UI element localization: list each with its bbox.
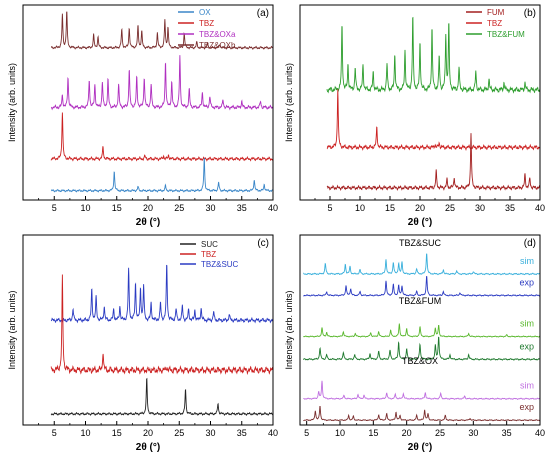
legend-label: TBZ xyxy=(199,19,214,28)
series-line-fum xyxy=(326,133,541,192)
legend-label: FUM xyxy=(487,8,505,17)
group-label: TBZ&OX xyxy=(402,356,438,366)
series-line-tbz-fum xyxy=(326,16,541,94)
series-tag-sim: sim xyxy=(520,381,534,391)
x-tick-label: 35 xyxy=(505,203,515,213)
x-tick-label: 5 xyxy=(327,203,332,213)
legend-label: TBZ&OXa xyxy=(199,30,236,39)
x-axis-label: 2θ (°) xyxy=(408,442,432,453)
x-tick-label: 30 xyxy=(205,203,215,213)
series-line-tbz xyxy=(326,89,541,151)
series-line-tbz xyxy=(50,112,274,162)
series-line-exp xyxy=(303,405,541,422)
series-line-tbz-oxb xyxy=(50,11,274,51)
series-line-tbz-suc xyxy=(50,264,274,324)
panel-label: (b) xyxy=(524,8,536,19)
series-line-sim xyxy=(303,323,540,338)
x-tick-label: 25 xyxy=(435,428,445,438)
y-axis-label: Intensity (arb. units) xyxy=(7,63,17,142)
legend-label: TBZ&OXb xyxy=(199,41,236,50)
plot-frame xyxy=(299,234,541,426)
series-tag-sim: sim xyxy=(520,256,534,266)
x-tick-label: 20 xyxy=(143,203,153,213)
legend-label: TBZ xyxy=(487,19,502,28)
panel-label: (d) xyxy=(524,238,536,249)
x-tick-label: 40 xyxy=(535,428,545,438)
x-tick-label: 30 xyxy=(205,428,215,438)
x-tick-label: 10 xyxy=(355,203,365,213)
x-axis-label: 2θ (°) xyxy=(408,217,432,228)
series-line-ox xyxy=(50,157,274,193)
x-tick-label: 25 xyxy=(174,203,184,213)
x-tick-label: 20 xyxy=(415,203,425,213)
x-tick-label: 40 xyxy=(268,203,278,213)
series-line-exp xyxy=(303,336,541,361)
legend-label: TBZ&FUM xyxy=(487,30,525,39)
series-line-suc xyxy=(50,377,274,416)
series-line-sim xyxy=(303,380,541,400)
x-axis-label: 2θ (°) xyxy=(136,217,160,228)
series-tag-sim: sim xyxy=(520,318,534,328)
x-tick-label: 10 xyxy=(80,203,90,213)
series-line-tbz-oxa xyxy=(50,55,274,111)
chart-panel-4: 5 10 15 20 25 30 35 40 2θ (°) Intensity (arb. uni… xyxy=(284,234,545,453)
series-tag-exp: exp xyxy=(519,342,534,352)
legend-label: TBZ xyxy=(201,250,216,259)
x-tick-label: 40 xyxy=(268,428,278,438)
x-tick-label: 35 xyxy=(237,428,247,438)
x-tick-label: 20 xyxy=(143,428,153,438)
x-tick-label: 5 xyxy=(52,428,57,438)
x-tick-label: 5 xyxy=(304,428,309,438)
x-tick-label: 15 xyxy=(385,203,395,213)
panel-label: (c) xyxy=(257,238,269,249)
x-tick-label: 15 xyxy=(112,203,122,213)
y-axis-label: Intensity (arb. units) xyxy=(7,290,17,369)
y-axis-label: Intensity (arb. units) xyxy=(284,63,294,142)
x-tick-label: 35 xyxy=(237,203,247,213)
series-tag-exp: exp xyxy=(519,402,534,412)
panel-label: (a) xyxy=(257,8,269,19)
chart-panel-3: 5 10 15 20 25 30 35 40 2θ (°) Intensity (arb. uni… xyxy=(7,234,278,453)
plot-frame xyxy=(22,4,274,201)
x-tick-label: 25 xyxy=(174,428,184,438)
x-tick-label: 35 xyxy=(502,428,512,438)
chart-panel-1: 5 10 15 20 25 30 35 40 2θ (°) Intensity (arb. uni… xyxy=(7,4,278,228)
series-line-tbz xyxy=(50,274,274,376)
x-tick-label: 15 xyxy=(368,428,378,438)
x-tick-label: 10 xyxy=(335,428,345,438)
legend-label: OX xyxy=(199,8,211,17)
group-label: TBZ&FUM xyxy=(399,296,442,306)
x-tick-label: 20 xyxy=(402,428,412,438)
chart-panel-2: 5 10 15 20 25 30 35 40 2θ (°) Intensity (arb. uni… xyxy=(284,4,545,228)
x-tick-label: 5 xyxy=(52,203,57,213)
x-tick-label: 30 xyxy=(475,203,485,213)
group-label: TBZ&SUC xyxy=(399,238,442,248)
legend-label: TBZ&SUC xyxy=(201,260,239,269)
series-line-exp xyxy=(303,275,540,297)
series-line-sim xyxy=(303,253,541,276)
series-tag-exp: exp xyxy=(519,278,534,288)
legend-label: SUC xyxy=(201,240,218,249)
x-tick-label: 10 xyxy=(80,428,90,438)
x-tick-label: 30 xyxy=(468,428,478,438)
y-axis-label: Intensity (arb. units) xyxy=(284,290,294,369)
x-axis-label: 2θ (°) xyxy=(136,442,160,453)
x-tick-label: 25 xyxy=(445,203,455,213)
x-tick-label: 40 xyxy=(535,203,545,213)
x-tick-label: 15 xyxy=(112,428,122,438)
